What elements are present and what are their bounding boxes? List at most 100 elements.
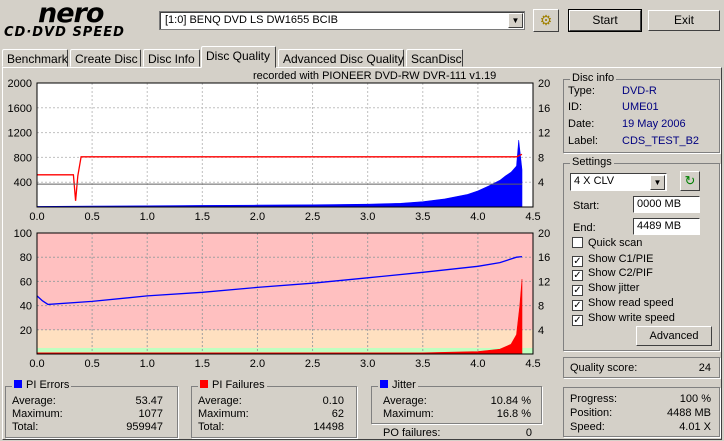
jitter-title: Jitter <box>392 379 416 391</box>
pi-errors-title: PI Errors <box>26 379 70 391</box>
y-left-tick-label: 100 <box>14 228 32 240</box>
pi-failures-average-value: 0.10 <box>322 395 344 407</box>
plot-area <box>37 83 533 207</box>
pi-errors-total-value: 959947 <box>126 421 163 433</box>
settings-group: Settings 4 X CLV ▼ ↻ Start: 0000 MB End:… <box>563 156 720 351</box>
end-field[interactable]: 4489 MB <box>633 218 700 235</box>
y-right-tick-label: 20 <box>538 78 550 90</box>
tab-disc-quality[interactable]: Disc Quality <box>201 46 276 68</box>
x-tick-label: 3.0 <box>360 211 375 223</box>
po-failures-label: PO failures: <box>383 427 441 439</box>
jitter-average-label: Average: <box>383 395 427 407</box>
tab-create-disc[interactable]: Create Disc <box>70 49 141 67</box>
y-left-tick-label: 1200 <box>8 128 32 140</box>
drive-select-value: [1:0] BENQ DVD LS DW1655 BCIB <box>165 14 339 26</box>
show-c2-pif-checkbox[interactable]: ✓ Show C2/PIF <box>572 267 653 281</box>
y-right-tick-label: 4 <box>538 177 544 189</box>
plot-border <box>36 232 534 355</box>
position-label: Position: <box>570 407 613 419</box>
progress-value: 100 % <box>679 393 711 405</box>
x-tick-label: 4.5 <box>525 211 540 223</box>
y-right-tick-label: 12 <box>538 276 550 288</box>
pi-failures-total-value: 14498 <box>313 421 344 433</box>
series-line-1 <box>36 255 523 306</box>
y-left-tick-label: 2000 <box>8 78 32 90</box>
disc-type-value: DVD-R <box>622 85 657 97</box>
x-tick-label: 0.5 <box>84 358 99 368</box>
drive-select[interactable]: [1:0] BENQ DVD LS DW1655 BCIB ▼ <box>159 11 525 30</box>
pi-errors-chart: 0.0 0.5 1.0 1.5 2.0 2.5 3.0 3.5 4.0 4.5 2000 1600 12… <box>8 78 551 223</box>
chevron-down-icon[interactable]: ▼ <box>650 175 665 190</box>
speed-select[interactable]: 4 X CLV ▼ <box>570 173 667 191</box>
start-field[interactable]: 0000 MB <box>633 196 700 213</box>
series-area-0 <box>36 139 523 208</box>
tab-advanced-disc-quality[interactable]: Advanced Disc Quality <box>278 49 404 67</box>
series-area-0 <box>36 278 523 355</box>
tab-panel <box>2 67 722 440</box>
plot-border <box>36 82 534 208</box>
pi-errors-average-value: 53.47 <box>135 395 163 407</box>
y-left-tick-label: 80 <box>20 252 32 264</box>
x-tick-label: 0.5 <box>84 211 99 223</box>
end-label: End: <box>573 222 596 234</box>
disc-id-value: UME01 <box>622 101 659 113</box>
progress-box: Progress: 100 % Position: 4488 MB Speed:… <box>563 387 720 437</box>
speed-select-value: 4 X CLV <box>574 175 615 187</box>
y-right-tick-label: 8 <box>538 152 544 164</box>
x-tick-label: 4.0 <box>470 358 485 368</box>
exit-button[interactable]: Exit <box>648 10 720 31</box>
show-read-speed-checkbox[interactable]: ✓ Show read speed <box>572 297 674 311</box>
disc-icon: ⚙ <box>539 12 553 28</box>
x-tick-label: 0.0 <box>29 358 44 368</box>
pi-errors-maximum-value: 1077 <box>138 408 163 420</box>
tab-disc-info[interactable]: Disc Info <box>143 49 200 67</box>
jitter-group: Jitter Average: 10.84 % Maximum: 16.8 % <box>371 379 542 424</box>
x-tick-label: 2.5 <box>305 358 320 368</box>
start-button[interactable]: Start <box>568 9 642 32</box>
pi-failures-maximum-value: 62 <box>331 408 344 420</box>
y-right-tick-label: 4 <box>538 325 544 337</box>
jitter-maximum-value: 16.8 % <box>496 408 531 420</box>
jitter-average-value: 10.84 % <box>490 395 531 407</box>
x-tick-label: 3.0 <box>360 358 375 368</box>
progress-label: Progress: <box>570 393 618 405</box>
x-tick-label: 1.5 <box>195 211 210 223</box>
eject-button[interactable]: ⚙ <box>533 9 559 32</box>
y-left-tick-label: 1600 <box>8 103 32 115</box>
y-right-tick-label: 16 <box>538 103 550 115</box>
quick-scan-checkbox[interactable]: Quick scan <box>572 237 642 249</box>
start-label: Start: <box>573 200 600 212</box>
x-tick-label: 0.0 <box>29 211 44 223</box>
red-square-icon <box>200 380 208 388</box>
pi-failures-title: PI Failures <box>212 379 265 391</box>
speed-value: 4.01 X <box>679 421 711 433</box>
chevron-down-icon[interactable]: ▼ <box>508 13 523 28</box>
pi-failures-group: PI Failures Average: 0.10 Maximum: 62 To… <box>191 379 357 438</box>
chart-caption: recorded with PIONEER DVD-RW DVR-111 v1.… <box>253 70 496 82</box>
x-tick-label: 4.5 <box>525 358 540 368</box>
x-tick-label: 2.0 <box>250 211 265 223</box>
show-c1-pie-checkbox[interactable]: ✓ Show C1/PIE <box>572 253 654 267</box>
refresh-button[interactable]: ↻ <box>680 171 700 191</box>
disc-label-label: Label: <box>568 135 598 147</box>
refresh-icon: ↻ <box>684 173 696 188</box>
settings-title: Settings <box>570 156 614 168</box>
tab-benchmark[interactable]: Benchmark <box>2 49 68 67</box>
series-line-1 <box>37 153 523 201</box>
quality-band-1 <box>37 329 533 348</box>
y-left-tick-label: 60 <box>20 276 32 288</box>
y-left-tick-label: 400 <box>14 177 32 189</box>
tab-scandisc[interactable]: ScanDisc <box>406 49 463 67</box>
disc-date-label: Date: <box>568 118 595 130</box>
show-write-speed-checkbox[interactable]: ✓ Show write speed <box>572 312 675 326</box>
speed-label: Speed: <box>570 421 605 433</box>
disc-id-label: ID: <box>568 101 583 113</box>
show-jitter-checkbox[interactable]: ✓ Show jitter <box>572 282 640 296</box>
quality-band-0 <box>37 347 533 354</box>
disc-date-value: 19 May 2006 <box>622 118 686 130</box>
pi-failures-chart: 0.0 0.5 1.0 1.5 2.0 2.5 3.0 3.5 4.0 4.5 100 80 60 40 2… <box>14 228 551 368</box>
disc-label-value: CDS_TEST_B2 <box>622 135 700 147</box>
advanced-button[interactable]: Advanced <box>636 326 712 346</box>
y-left-tick-label: 20 <box>20 325 32 337</box>
x-tick-label: 3.5 <box>415 211 430 223</box>
